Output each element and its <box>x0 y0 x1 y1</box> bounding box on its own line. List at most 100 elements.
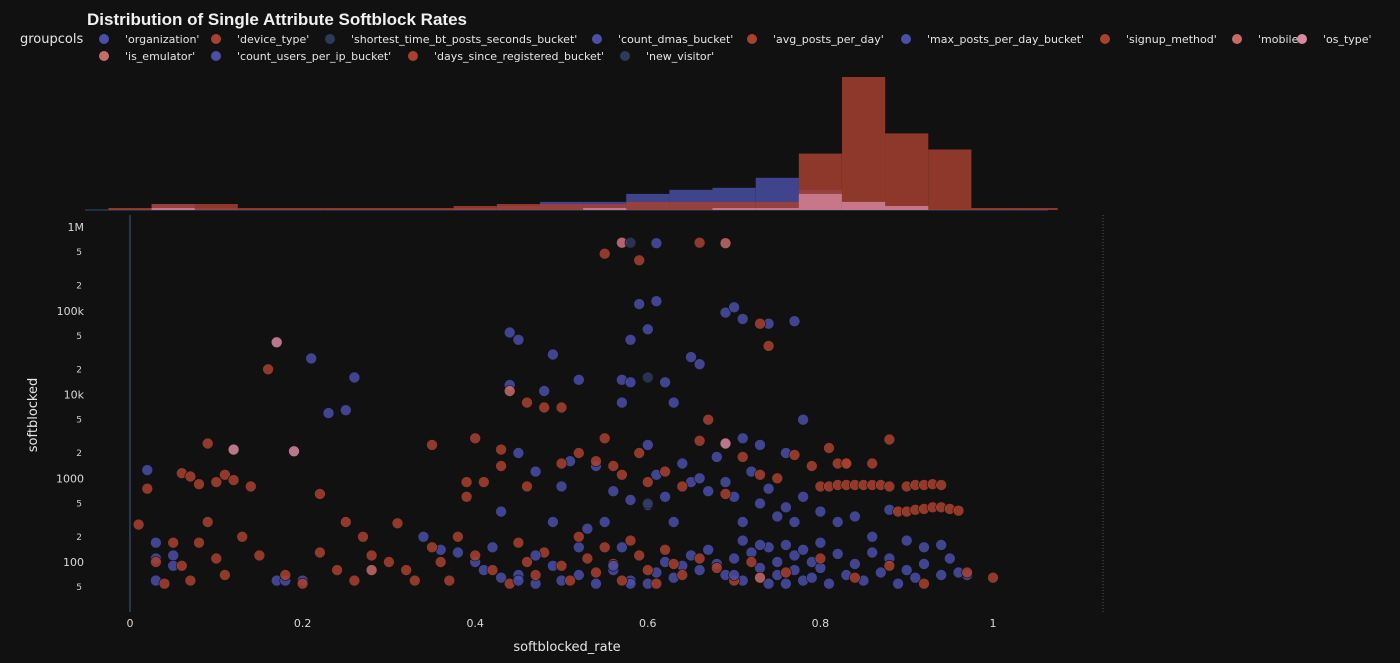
data-point <box>892 577 904 590</box>
data-point <box>296 577 309 590</box>
legend-item[interactable]: 'is_emulator' <box>99 50 195 63</box>
chart-title: Distribution of Single Attribute Softblo… <box>87 10 467 29</box>
data-point <box>201 437 214 450</box>
data-point <box>719 476 732 488</box>
data-point <box>495 443 507 456</box>
data-point <box>754 317 766 330</box>
data-point <box>616 541 628 554</box>
data-point <box>184 574 197 587</box>
data-point <box>728 301 740 314</box>
data-point <box>650 237 663 249</box>
legend-item[interactable]: 'max_posts_per_day_bucket' <box>901 33 1084 46</box>
legend-item[interactable]: 'organization' <box>99 33 199 46</box>
series-count_users_per_ip_bucket <box>477 534 965 590</box>
legend-label: 'is_emulator' <box>125 50 195 63</box>
data-point <box>754 497 766 510</box>
data-point <box>900 564 913 576</box>
data-point <box>624 534 637 547</box>
data-point <box>771 472 784 485</box>
legend-marker <box>99 34 109 44</box>
data-point <box>780 539 792 551</box>
data-point <box>883 433 896 446</box>
data-point <box>659 465 671 478</box>
data-point <box>486 541 499 554</box>
histogram-bar <box>410 208 454 210</box>
data-point <box>607 460 620 472</box>
data-point <box>719 488 732 500</box>
data-point <box>339 516 352 528</box>
data-point <box>693 236 706 249</box>
data-point <box>477 476 490 488</box>
y-minor-tick-label: 2 <box>76 365 82 375</box>
legend-label: 'count_dmas_bucket' <box>618 33 733 46</box>
legend-item[interactable]: 'mobile' <box>1232 33 1301 46</box>
series-shortest_time_bt_posts_seconds_bucket <box>641 371 654 384</box>
data-point <box>667 558 680 570</box>
data-point <box>288 445 300 458</box>
x-axis-label: softblocked_rate <box>513 640 620 655</box>
data-point <box>814 536 827 549</box>
data-point <box>797 490 809 503</box>
data-point <box>788 449 801 461</box>
series-count_dmas_bucket <box>512 539 766 587</box>
data-point <box>503 326 516 339</box>
data-point <box>693 564 706 576</box>
data-point <box>659 490 671 503</box>
legend-item[interactable]: 'device_type' <box>211 33 309 46</box>
data-point <box>512 536 525 549</box>
legend-item[interactable]: 'new_visitor' <box>620 50 714 63</box>
data-point <box>719 306 732 319</box>
data-point <box>150 536 162 549</box>
x-tick-label: 0.8 <box>812 617 830 630</box>
data-point <box>529 569 542 581</box>
data-point <box>650 295 663 308</box>
data-point <box>150 556 162 568</box>
data-point <box>253 549 266 562</box>
legend-item[interactable]: 'signup_method' <box>1100 33 1217 46</box>
data-point <box>426 541 438 554</box>
histogram-bar <box>798 193 842 210</box>
data-point <box>141 464 154 476</box>
histogram-bar <box>755 201 799 210</box>
legend-item[interactable]: 'avg_posts_per_day' <box>747 33 884 46</box>
data-point <box>641 497 654 510</box>
legend-item[interactable]: 'count_dmas_bucket' <box>592 33 733 46</box>
legend[interactable]: groupcols 'organization' 'device_type' 'sho… <box>20 32 1372 63</box>
data-point <box>633 254 646 267</box>
legend-item[interactable]: 'days_since_registered_bucket' <box>408 50 604 63</box>
data-point <box>710 562 723 574</box>
data-point <box>460 476 473 488</box>
data-point <box>538 401 551 414</box>
legend-marker <box>325 34 335 44</box>
histogram-bar <box>151 204 195 210</box>
data-point <box>736 451 749 463</box>
series-new_visitor <box>624 236 654 510</box>
data-point <box>624 236 637 249</box>
histogram-bar <box>237 208 281 210</box>
data-point <box>564 574 576 587</box>
data-point <box>918 577 930 590</box>
data-point <box>935 539 948 551</box>
data-point <box>866 546 879 559</box>
data-point <box>650 577 663 590</box>
data-point <box>771 556 784 568</box>
data-point <box>633 298 646 310</box>
data-point <box>469 549 482 562</box>
data-point <box>132 518 145 531</box>
legend-item[interactable]: 'count_users_per_ip_bucket' <box>211 50 391 63</box>
histogram-bar <box>669 201 713 210</box>
data-point <box>719 237 732 249</box>
data-point <box>710 451 723 463</box>
data-point <box>598 541 611 554</box>
legend-label: 'os_type' <box>1323 33 1372 46</box>
legend-title: groupcols <box>20 32 83 47</box>
legend-item[interactable]: 'shortest_time_bt_posts_seconds_bucket' <box>325 33 577 46</box>
data-point <box>728 552 740 565</box>
legend-label: 'mobile' <box>1258 33 1301 46</box>
data-point <box>633 549 646 562</box>
data-point <box>780 577 792 590</box>
legend-item[interactable]: 'os_type' <box>1297 33 1372 46</box>
data-point <box>616 574 628 587</box>
data-point <box>693 434 706 447</box>
histogram-bar <box>712 208 756 210</box>
